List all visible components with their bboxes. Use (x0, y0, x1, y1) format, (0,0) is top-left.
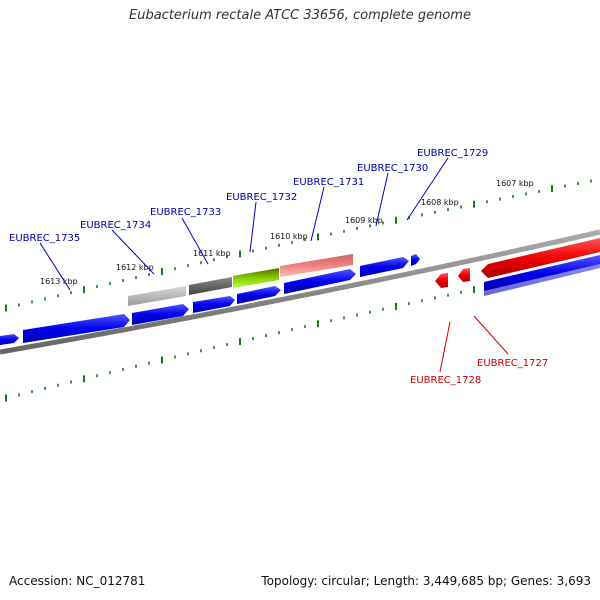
scale-label: 1612 kbp (116, 263, 154, 272)
scale-label: 1613 kbp (40, 277, 78, 286)
gene-bar (484, 255, 600, 292)
gene-arrow (193, 296, 235, 313)
accession-label: Accession: NC_012781 (9, 574, 146, 588)
scale-label: 1611 kbp (193, 249, 231, 258)
feature-gray (128, 286, 186, 306)
gene-arrow (458, 268, 470, 282)
gene-arrow (360, 257, 409, 277)
scale-label: 1607 kbp (496, 179, 534, 188)
feature-dark-gray (189, 277, 232, 295)
gene-label: EUBREC_1732 (226, 192, 297, 203)
genome-summary: Topology: circular; Length: 3,449,685 bp… (261, 574, 591, 588)
gene-arrow (481, 238, 600, 278)
gene-label: EUBREC_1735 (9, 233, 80, 244)
scale-label: 1608 kbp (421, 198, 459, 207)
genome-title: Eubacterium rectale ATCC 33656, complete… (129, 8, 471, 23)
leader-line (39, 242, 71, 291)
gene-label: EUBREC_1731 (293, 177, 364, 188)
gene-arrow (435, 273, 448, 288)
gene-label: EUBREC_1729 (417, 148, 488, 159)
gene-label: EUBREC_1733 (150, 207, 221, 218)
scale-labels: 1613 kbp 1612 kbp 1611 kbp 1610 kbp 1609… (40, 179, 534, 286)
genome-backbone (0, 229, 600, 355)
gene-arrow (23, 314, 130, 343)
leader-line (111, 229, 155, 275)
gene-arrow (284, 269, 356, 294)
label-leaders (39, 157, 509, 373)
leader-line (406, 157, 449, 221)
tick-tracks (5, 179, 592, 402)
feature-green (233, 268, 279, 288)
gene-arrow (0, 334, 19, 345)
gene-arrow (132, 304, 189, 325)
feature-track (128, 254, 353, 306)
gene-label: EUBREC_1727 (477, 358, 548, 369)
gene-label: EUBREC_1734 (80, 220, 151, 231)
leader-line (473, 315, 509, 355)
gene-label: EUBREC_1730 (357, 163, 428, 174)
feature-pink (280, 254, 353, 277)
leader-line (310, 186, 325, 242)
leader-line (181, 217, 209, 265)
gene-arrow (411, 254, 420, 266)
scale-label: 1610 kbp (270, 232, 308, 241)
gene-arrow (237, 286, 281, 304)
leader-line (249, 201, 257, 253)
leader-line (439, 321, 451, 373)
gene-bar-shadow (484, 264, 600, 296)
reverse-genes (435, 238, 600, 288)
scale-label: 1609 kbp (345, 216, 383, 225)
leader-line (375, 172, 389, 227)
gene-labels: EUBREC_1735 EUBREC_1734 EUBREC_1733 EUBR… (9, 148, 548, 386)
gene-label: EUBREC_1728 (410, 375, 481, 386)
forward-genes (0, 254, 600, 345)
